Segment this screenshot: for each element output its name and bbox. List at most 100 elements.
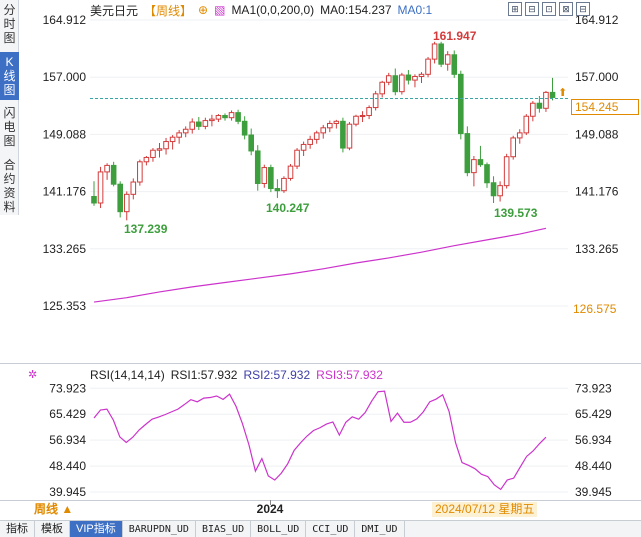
period-label[interactable]: 【周线】 bbox=[144, 3, 193, 18]
candle bbox=[150, 148, 156, 162]
candle bbox=[530, 101, 536, 122]
candlestick-series bbox=[91, 41, 556, 221]
rsi-title-bar: RSI(14,14,14) RSI1:57.932 RSI2:57.932 RS… bbox=[90, 367, 383, 383]
candle bbox=[366, 105, 372, 120]
low-annotation-1: 137.239 bbox=[124, 222, 168, 236]
side-tab-kline[interactable]: K线图 bbox=[0, 52, 19, 100]
tab-vip-indicator[interactable]: VIP指标 bbox=[70, 521, 123, 537]
candle bbox=[497, 181, 503, 202]
candle bbox=[274, 179, 281, 198]
candle bbox=[549, 77, 556, 101]
candle bbox=[543, 90, 549, 112]
candle bbox=[359, 111, 366, 123]
rsi-tick-right: 73.923 bbox=[575, 381, 612, 395]
grid-icon[interactable]: ⊞ bbox=[508, 2, 522, 16]
candle bbox=[399, 72, 405, 95]
candle bbox=[97, 166, 104, 209]
candle bbox=[313, 130, 320, 144]
tab-boll[interactable]: BOLL_UD bbox=[251, 521, 307, 537]
candle bbox=[523, 114, 530, 136]
rsi-tick-left: 73.923 bbox=[49, 381, 86, 395]
candle bbox=[209, 114, 215, 127]
price-tick-left: 164.912 bbox=[43, 13, 87, 27]
candle bbox=[189, 118, 196, 134]
candle bbox=[392, 68, 399, 96]
candle bbox=[215, 114, 222, 123]
candle bbox=[536, 95, 543, 113]
high-annotation: 161.947 bbox=[433, 29, 477, 43]
symbol-label: 美元日元 bbox=[90, 3, 139, 18]
ma-axis-label: 126.575 bbox=[573, 302, 617, 316]
candle bbox=[458, 70, 464, 140]
candle bbox=[143, 156, 150, 166]
rsi-settings-icon[interactable]: ✲ bbox=[28, 369, 37, 381]
rsi-header[interactable]: RSI(14,14,14) bbox=[90, 368, 165, 382]
candle bbox=[425, 56, 431, 78]
candle bbox=[385, 72, 392, 86]
candle bbox=[268, 164, 274, 193]
candle bbox=[464, 126, 471, 177]
tab-dmi[interactable]: DMI_UD bbox=[355, 521, 405, 537]
tab-template[interactable]: 模板 bbox=[35, 521, 70, 537]
side-tab-bar: 分时图 K线图 闪电图 合约资料 bbox=[0, 0, 19, 215]
tab-bias[interactable]: BIAS_UD bbox=[196, 521, 252, 537]
rsi-tick-right: 65.429 bbox=[575, 407, 612, 421]
candle bbox=[254, 145, 261, 191]
candle bbox=[91, 181, 97, 206]
candle bbox=[137, 159, 143, 186]
price-grid bbox=[90, 19, 568, 307]
tab-barupdn[interactable]: BARUPDN_UD bbox=[123, 521, 196, 537]
candle bbox=[372, 90, 379, 111]
candle bbox=[281, 176, 287, 193]
layout-icon[interactable]: ⊟ bbox=[525, 2, 539, 16]
low-annotation-3: 139.573 bbox=[494, 206, 538, 220]
rsi-line bbox=[93, 390, 547, 491]
candle bbox=[490, 176, 497, 203]
low-annotation-2: 140.247 bbox=[266, 201, 310, 215]
plus-icon[interactable]: ⊕ bbox=[198, 3, 209, 17]
price-tick-left: 157.000 bbox=[43, 70, 87, 84]
price-axis: 164.912 157.000 149.088 141.176 133.265 125.3… bbox=[43, 13, 619, 313]
candle bbox=[104, 163, 110, 180]
candle bbox=[346, 122, 353, 151]
candle bbox=[418, 72, 425, 83]
window-controls: ⊞ ⊟ ⊡ ⊠ ⊟ bbox=[508, 2, 590, 16]
tab-cci[interactable]: CCI_UD bbox=[306, 521, 356, 537]
price-tick-right: 149.088 bbox=[575, 127, 619, 141]
candle bbox=[438, 41, 444, 68]
side-tab-contract-info[interactable]: 合约资料 bbox=[3, 158, 16, 214]
candle bbox=[412, 74, 418, 88]
chart-icon[interactable]: ⊡ bbox=[542, 2, 556, 16]
ma200-path bbox=[93, 227, 547, 303]
candle bbox=[110, 161, 117, 187]
candle bbox=[176, 129, 182, 144]
tab-indicator[interactable]: 指标 bbox=[0, 521, 35, 537]
ma-icon[interactable]: ▧ bbox=[214, 3, 226, 17]
minimize-icon[interactable]: ⊟ bbox=[576, 2, 590, 16]
close-icon[interactable]: ⊠ bbox=[559, 2, 573, 16]
candle bbox=[510, 135, 516, 160]
date-tag: 2024/07/12 星期五 bbox=[432, 502, 538, 517]
side-tab-flash[interactable]: 闪电图 bbox=[3, 106, 16, 148]
chart-title-bar: 美元日元 【周线】 ⊕ ▧ MA1(0,0,200,0) MA0:154.237… bbox=[90, 2, 432, 18]
candle bbox=[235, 109, 241, 125]
ma-params[interactable]: MA1(0,0,200,0) bbox=[231, 3, 315, 17]
period-button[interactable]: 周线 ▲ bbox=[20, 501, 90, 518]
candle bbox=[182, 126, 189, 138]
candle bbox=[169, 135, 176, 150]
candle bbox=[248, 128, 254, 156]
candle bbox=[320, 124, 327, 139]
rsi-tick-right: 56.934 bbox=[575, 433, 612, 447]
side-tab-timeshare[interactable]: 分时图 bbox=[3, 3, 16, 45]
price-tick-right: 157.000 bbox=[575, 70, 619, 84]
candle bbox=[300, 141, 307, 157]
candle bbox=[444, 51, 451, 71]
candle bbox=[327, 120, 333, 133]
price-tick-right: 133.265 bbox=[575, 242, 619, 256]
rsi-tick-right: 48.440 bbox=[575, 459, 612, 473]
rsi-axis: 73.923 65.429 56.934 48.440 39.945 73.923 65.4… bbox=[49, 381, 612, 499]
price-tick-left: 149.088 bbox=[43, 127, 87, 141]
rsi-path bbox=[93, 390, 547, 491]
